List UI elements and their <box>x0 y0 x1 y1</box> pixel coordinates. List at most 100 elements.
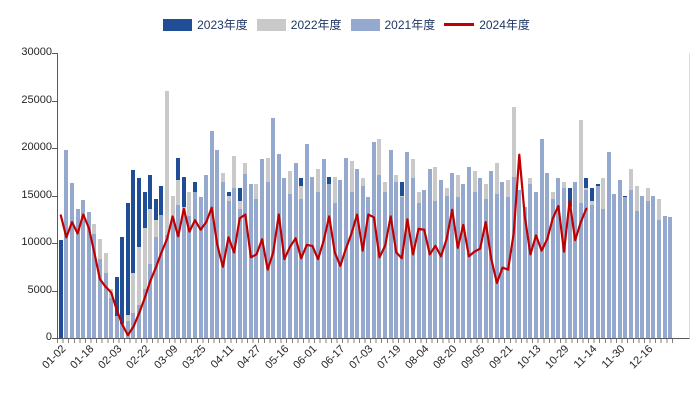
bar <box>383 191 388 338</box>
bar <box>332 203 337 338</box>
bar <box>103 273 108 338</box>
y-axis-label: 15000 <box>21 188 52 201</box>
bar <box>371 142 376 338</box>
bar <box>260 159 265 338</box>
y-tick-mark <box>52 290 57 292</box>
bar <box>612 193 617 338</box>
bar <box>601 208 606 338</box>
bar <box>198 197 203 338</box>
bar <box>578 203 583 338</box>
bar <box>466 167 471 338</box>
legend-label-2024: 2024年度 <box>479 18 530 32</box>
bar <box>668 217 673 338</box>
legend-swatch-2022-icon <box>256 18 286 31</box>
bar <box>360 186 365 338</box>
bar <box>623 197 628 338</box>
bar <box>528 184 533 338</box>
legend-item-2022: 2022年度 <box>256 16 342 33</box>
bar <box>567 210 572 338</box>
bar <box>271 117 276 338</box>
legend-swatch-2021-icon <box>350 18 380 31</box>
bar <box>427 168 432 338</box>
bar <box>237 208 242 338</box>
bar <box>606 151 611 338</box>
bar <box>304 144 309 338</box>
bar <box>81 200 86 338</box>
bar <box>416 203 421 338</box>
bar <box>125 320 130 338</box>
y-tick-mark <box>52 243 57 244</box>
bar <box>522 206 527 338</box>
bar <box>433 201 438 338</box>
bar <box>86 211 91 338</box>
y-axis-label: 30000 <box>21 46 52 58</box>
bar <box>75 208 80 338</box>
bar <box>293 163 298 338</box>
bar <box>478 178 483 338</box>
bar <box>573 182 578 338</box>
bar <box>254 199 259 338</box>
bar <box>349 191 354 338</box>
bar <box>137 304 142 338</box>
bar <box>489 170 494 338</box>
y-tick-mark <box>52 148 57 149</box>
bar <box>506 197 511 338</box>
y-tick-mark <box>52 53 57 54</box>
bar <box>494 193 499 338</box>
bar <box>399 197 404 338</box>
bar <box>181 210 186 338</box>
bar <box>483 199 488 338</box>
bar <box>58 240 63 338</box>
bar <box>629 189 634 338</box>
bars-layer <box>58 53 689 338</box>
legend-item-2024: 2024年度 <box>444 16 530 33</box>
bar <box>327 184 332 338</box>
bar <box>187 216 192 338</box>
bar <box>517 189 522 338</box>
bar <box>159 214 164 338</box>
bar <box>170 219 175 338</box>
bar <box>422 189 427 338</box>
y-axis-label: 20000 <box>21 141 52 153</box>
bar <box>472 191 477 338</box>
bar <box>148 263 153 338</box>
bar <box>595 186 600 338</box>
bar <box>120 323 125 338</box>
bar <box>142 288 147 338</box>
bar <box>282 178 287 338</box>
legend-swatch-2024-line-icon <box>444 23 475 26</box>
bar <box>248 184 253 338</box>
x-axis-ticks <box>57 339 674 343</box>
bar <box>153 237 158 338</box>
bar <box>405 151 410 338</box>
bar <box>109 298 114 338</box>
bar <box>556 178 561 338</box>
bar <box>651 195 656 338</box>
bar <box>550 199 555 338</box>
bar <box>176 205 181 338</box>
bar <box>617 180 622 338</box>
bar <box>243 173 248 338</box>
bar <box>92 233 97 338</box>
bar <box>539 138 544 338</box>
bar <box>589 205 594 338</box>
bar <box>355 168 360 338</box>
bar <box>545 172 550 338</box>
bar <box>438 180 443 338</box>
bar <box>511 176 516 338</box>
legend-label-2023: 2023年度 <box>197 18 248 32</box>
bar <box>394 182 399 338</box>
bar <box>204 174 209 338</box>
bar <box>450 172 455 338</box>
legend-item-2023: 2023年度 <box>163 16 248 33</box>
bar <box>377 174 382 338</box>
bar <box>226 201 231 338</box>
bar <box>131 313 136 338</box>
bar <box>310 176 315 338</box>
bar <box>366 197 371 338</box>
bar <box>338 180 343 338</box>
legend-label-2022: 2022年度 <box>290 18 342 32</box>
legend: 2023年度 2022年度 2021年度 2024年度 <box>0 16 693 33</box>
bar <box>232 187 237 338</box>
